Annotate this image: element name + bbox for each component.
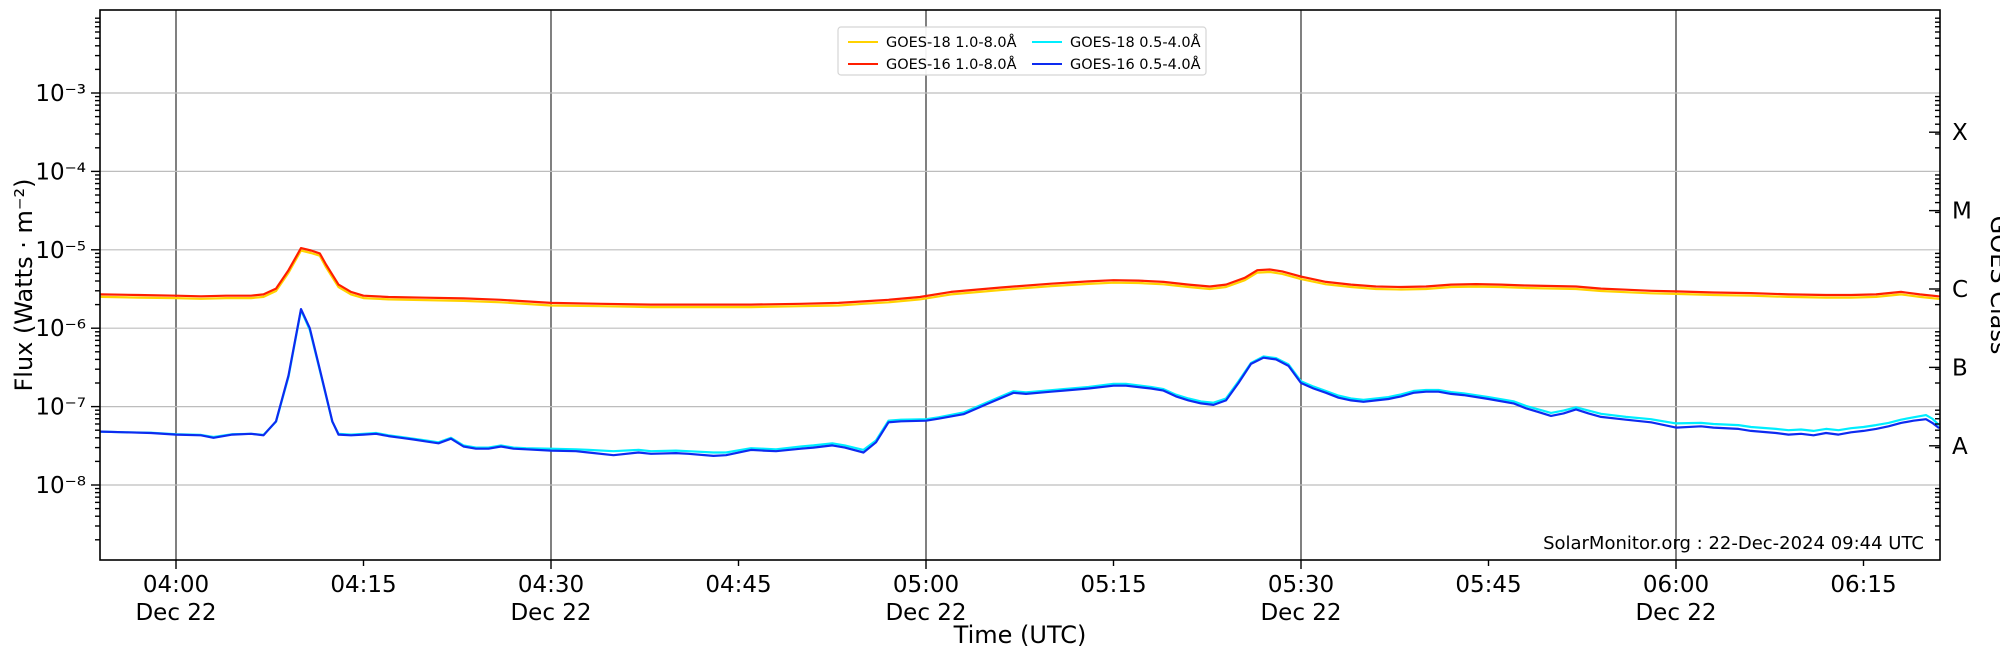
x-tick-label: 05:45 bbox=[1455, 572, 1521, 598]
x-tick-label: 05:30 bbox=[1268, 572, 1334, 598]
x-tick-label: 04:15 bbox=[330, 572, 396, 598]
series-goes16-long bbox=[99, 247, 1940, 306]
x-tick-date-label: Dec 22 bbox=[1635, 600, 1716, 626]
legend-label-goes18-short: GOES-18 0.5-4.0Å bbox=[1070, 34, 1201, 51]
legend-label-goes16-long: GOES-16 1.0-8.0Å bbox=[886, 56, 1017, 73]
y-axis-label-left: Flux (Watts · m⁻²) bbox=[10, 178, 38, 391]
y-tick-labels: 10⁻³ 10⁻⁴ 10⁻⁵ 10⁻⁶ 10⁻⁷ 10⁻⁸ bbox=[35, 81, 86, 499]
x-tick-label: 06:15 bbox=[1830, 572, 1896, 598]
goes-class-letter: B bbox=[1952, 355, 1968, 381]
goes-class-letter: X bbox=[1952, 120, 1968, 146]
goes-class-letter: C bbox=[1952, 277, 1968, 303]
legend-label-goes16-short: GOES-16 0.5-4.0Å bbox=[1070, 56, 1201, 73]
x-tick-date-label: Dec 22 bbox=[885, 600, 966, 626]
goes-class-letters: X M C B A bbox=[1952, 120, 1972, 460]
x-tick-label: 04:45 bbox=[705, 572, 771, 598]
y-tick-label: 10⁻⁴ bbox=[35, 159, 86, 185]
y-tick-label: 10⁻⁷ bbox=[35, 395, 86, 421]
y-tick-label: 10⁻³ bbox=[35, 81, 86, 107]
x-tick-label: 06:00 bbox=[1643, 572, 1709, 598]
x-tick-label: 04:00 bbox=[143, 572, 209, 598]
legend: GOES-18 1.0-8.0Å GOES-16 1.0-8.0Å GOES-1… bbox=[837, 26, 1207, 76]
y-tick-label: 10⁻⁸ bbox=[35, 473, 86, 499]
legend-label-goes18-long: GOES-18 1.0-8.0Å bbox=[886, 34, 1017, 51]
y-axis-label-right: GOES Class bbox=[1985, 216, 2000, 355]
series-goes18-short bbox=[99, 309, 1940, 454]
x-tick-date-label: Dec 22 bbox=[1260, 600, 1341, 626]
goes-class-letter: A bbox=[1952, 434, 1968, 460]
series-goes16-short bbox=[99, 308, 1940, 457]
x-gridlines bbox=[175, 10, 1677, 560]
x-axis-label: Time (UTC) bbox=[953, 621, 1087, 649]
y-tick-label: 10⁻⁵ bbox=[35, 238, 86, 264]
x-tick-date-label: Dec 22 bbox=[510, 600, 591, 626]
x-tick-label: 04:30 bbox=[518, 572, 584, 598]
axis-ticks bbox=[91, 17, 1940, 569]
y-tick-label: 10⁻⁶ bbox=[35, 316, 86, 342]
plot-border bbox=[99, 9, 1941, 561]
series-lines bbox=[99, 247, 1940, 457]
goes-class-letter: M bbox=[1952, 199, 1972, 225]
source-annotation: SolarMonitor.org : 22-Dec-2024 09:44 UTC bbox=[1543, 533, 1924, 554]
series-goes18-long bbox=[99, 249, 1940, 309]
x-tick-label: 05:15 bbox=[1080, 572, 1146, 598]
legend-box bbox=[837, 26, 1207, 76]
x-tick-date-label: Dec 22 bbox=[135, 600, 216, 626]
x-tick-label: 05:00 bbox=[893, 572, 959, 598]
y-gridlines bbox=[100, 92, 1940, 486]
